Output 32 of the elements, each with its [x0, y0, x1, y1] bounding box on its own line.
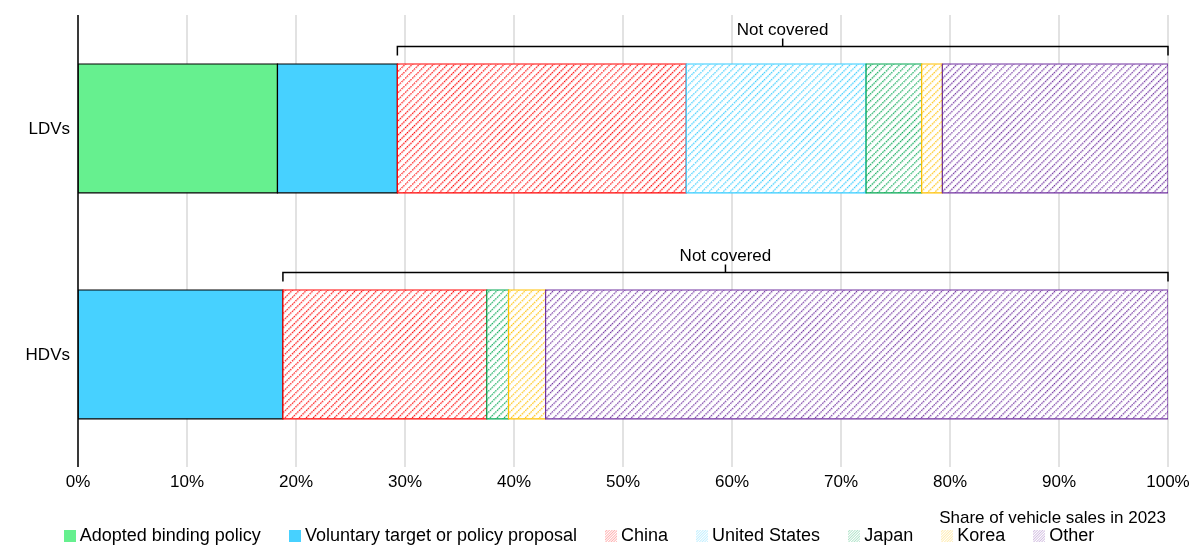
legend-label: Other [1049, 525, 1095, 545]
legend-label: China [621, 525, 669, 545]
x-axis-title: Share of vehicle sales in 2023 [939, 508, 1166, 527]
x-tick-label: 10% [169, 472, 205, 492]
legend-label: Voluntary target or policy proposal [304, 525, 578, 545]
bar [282, 289, 488, 420]
x-tick-label: 0% [65, 472, 91, 492]
bar [545, 289, 1168, 420]
annotation: Not covered [736, 19, 829, 39]
y-tick-label: LDVs [28, 119, 70, 139]
x-tick-label: 70% [823, 472, 859, 492]
bar [941, 63, 1168, 194]
bar [486, 289, 510, 420]
bar [685, 63, 867, 194]
legend-label: Korea [957, 525, 1006, 545]
x-tick-label: 30% [387, 472, 423, 492]
bar [921, 63, 943, 194]
y-tick-label: HDVs [25, 345, 70, 365]
x-tick-label: 60% [714, 472, 750, 492]
x-tick-label: 40% [496, 472, 532, 492]
x-tick-label: 50% [605, 472, 641, 492]
annotation: Not covered [679, 245, 772, 265]
bar [507, 289, 547, 420]
bar [396, 63, 687, 194]
legend-label: Adopted binding policy [79, 525, 261, 545]
x-tick-label: 80% [932, 472, 968, 492]
legend-label: Japan [864, 525, 914, 545]
x-tick-label: 90% [1041, 472, 1077, 492]
x-tick-label: 100% [1146, 472, 1190, 492]
bar [865, 63, 923, 194]
legend-label: United States [712, 525, 821, 545]
x-tick-label: 20% [278, 472, 314, 492]
